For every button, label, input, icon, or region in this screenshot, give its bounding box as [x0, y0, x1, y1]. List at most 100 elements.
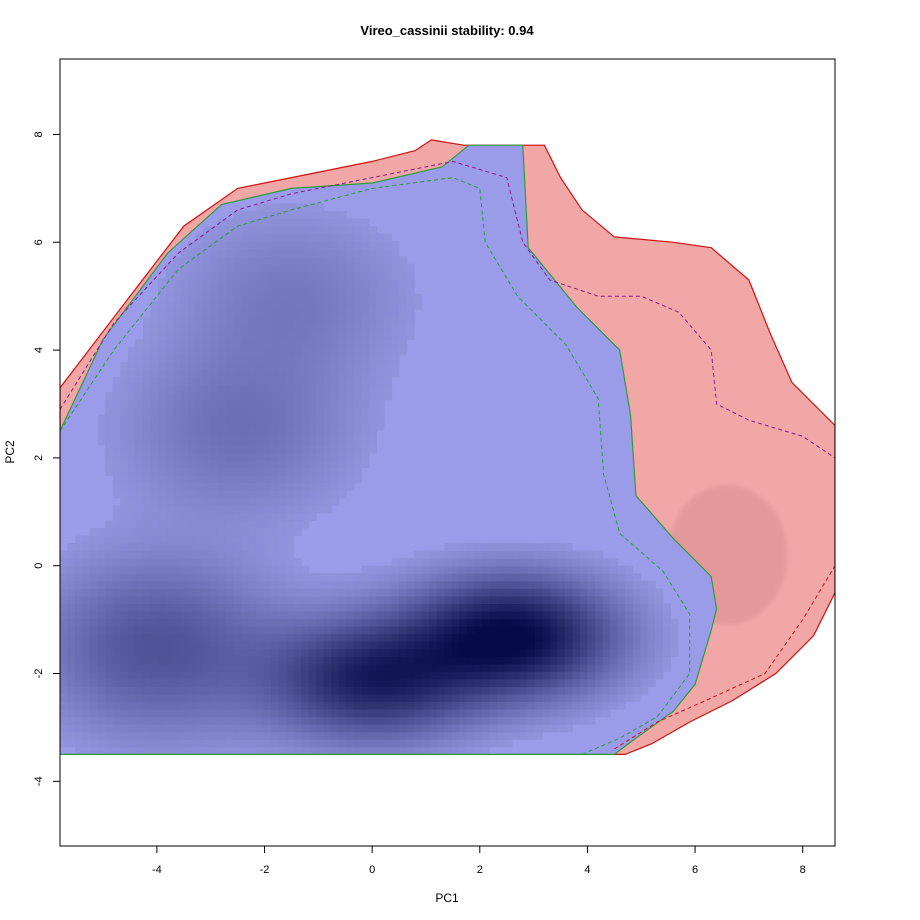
density-cell [451, 573, 460, 582]
density-cell [90, 535, 99, 544]
density-cell [195, 422, 204, 431]
density-cell [180, 361, 189, 370]
density-cell [512, 686, 521, 695]
density-cell [233, 595, 242, 604]
density-cell [346, 746, 355, 755]
density-cell [225, 550, 234, 559]
density-cell [602, 656, 611, 665]
density-cell [323, 226, 332, 235]
density-cell [263, 490, 272, 499]
density-cell [120, 482, 129, 491]
density-cell [165, 731, 174, 740]
density-cell [361, 671, 370, 680]
density-cell [90, 678, 99, 687]
density-cell [353, 369, 362, 378]
density-cell [512, 663, 521, 672]
density-cell [331, 256, 340, 265]
density-cell [534, 641, 543, 650]
density-cell [451, 580, 460, 589]
density-cell [67, 656, 76, 665]
density-cell [120, 497, 129, 506]
density-cell [399, 346, 408, 355]
density-cell [225, 392, 234, 401]
density-cell [158, 731, 167, 740]
density-cell [308, 414, 317, 423]
density-cell [263, 354, 272, 363]
density-cell [271, 701, 280, 710]
density-cell [150, 535, 159, 544]
density-cell [474, 558, 483, 567]
density-cell [331, 663, 340, 672]
density-cell [278, 369, 287, 378]
density-cell [180, 429, 189, 438]
density-cell [406, 611, 415, 620]
density-cell [519, 573, 528, 582]
density-cell [376, 369, 385, 378]
density-cell [203, 475, 212, 484]
density-cell [346, 663, 355, 672]
density-cell [135, 739, 144, 748]
density-cell [188, 482, 197, 491]
density-cell [233, 618, 242, 627]
density-cell [647, 588, 656, 597]
density-cell [595, 678, 604, 687]
density-cell [158, 369, 167, 378]
density-cell [105, 618, 114, 627]
density-cell [195, 354, 204, 363]
density-cell [489, 611, 498, 620]
density-cell [497, 618, 506, 627]
density-cell [127, 656, 136, 665]
density-cell [112, 520, 121, 529]
density-cell [218, 671, 227, 680]
density-cell [293, 694, 302, 703]
density-cell [481, 686, 490, 695]
density-cell [346, 595, 355, 604]
density-cell [248, 256, 257, 265]
density-cell [376, 263, 385, 272]
density-cell [173, 520, 182, 529]
density-cell [135, 716, 144, 725]
density-cell [142, 324, 151, 333]
density-cell [346, 422, 355, 431]
density-cell [120, 361, 129, 370]
density-cell [308, 384, 317, 393]
density-cell [323, 724, 332, 733]
density-cell [203, 724, 212, 733]
density-cell [557, 648, 566, 657]
y-tick-label: 4 [33, 347, 45, 353]
density-cell [331, 429, 340, 438]
density-cell [233, 361, 242, 370]
density-cell [173, 558, 182, 567]
density-cell [105, 573, 114, 582]
density-cell [180, 301, 189, 310]
density-cell [75, 588, 84, 597]
density-cell [436, 671, 445, 680]
density-cell [376, 278, 385, 287]
density-cell [225, 286, 234, 295]
density-cell [323, 407, 332, 416]
density-cell [602, 694, 611, 703]
density-cell [278, 294, 287, 303]
density-cell [135, 497, 144, 506]
density-cell [564, 678, 573, 687]
density-cell [173, 731, 182, 740]
density-cell [240, 641, 249, 650]
density-cell [323, 663, 332, 672]
density-cell [316, 278, 325, 287]
density-cell [481, 580, 490, 589]
density-cell [353, 633, 362, 642]
density-cell [225, 490, 234, 499]
density-cell [150, 354, 159, 363]
density-cell [361, 377, 370, 386]
density-cell [459, 678, 468, 687]
density-cell [512, 588, 521, 597]
density-cell [564, 724, 573, 733]
density-cell [316, 678, 325, 687]
density-cell [271, 475, 280, 484]
density-cell [165, 475, 174, 484]
density-cell [384, 278, 393, 287]
density-cell [135, 626, 144, 635]
density-cell [301, 248, 310, 257]
density-cell [271, 203, 280, 212]
density-cell [406, 641, 415, 650]
